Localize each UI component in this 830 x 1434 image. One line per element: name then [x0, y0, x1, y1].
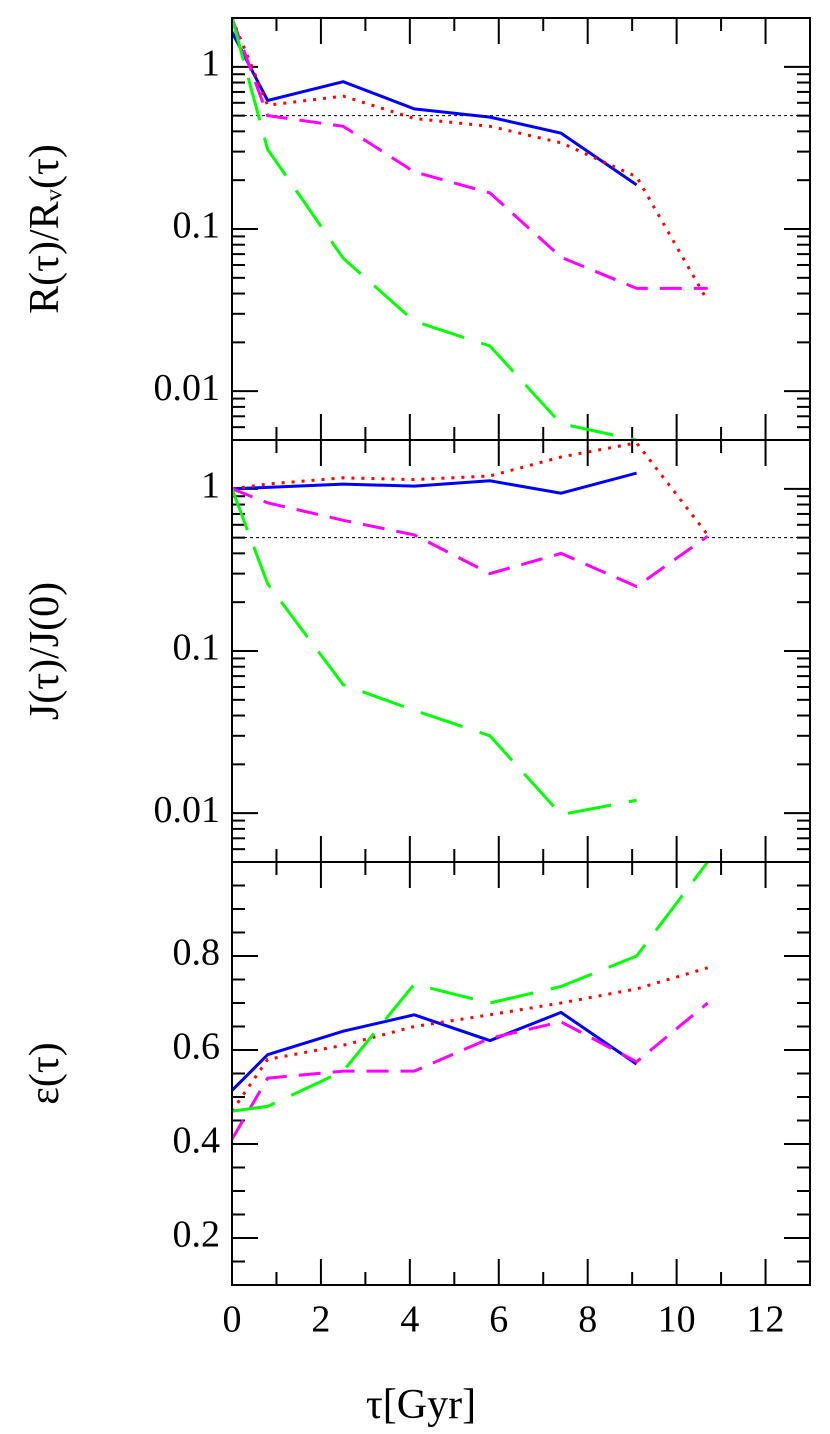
y-tick-label: 0.8 — [173, 932, 221, 974]
y-tick-label: 0.01 — [154, 367, 221, 409]
panel-frame — [231, 861, 811, 1286]
x-tick-label: 2 — [311, 1299, 330, 1341]
series-line — [232, 966, 709, 1112]
y-tick-label: 1 — [201, 43, 220, 85]
y-tick-label: 0.6 — [173, 1026, 221, 1068]
series-line — [232, 1001, 709, 1141]
series-line — [232, 471, 637, 495]
y-tick-label: 0.2 — [173, 1214, 221, 1256]
x-tick-label: 6 — [489, 1299, 508, 1341]
series-line — [232, 18, 710, 302]
panel-frame — [231, 439, 811, 863]
series-line — [232, 441, 709, 536]
plot-area — [232, 441, 709, 817]
plot-area — [232, 862, 709, 1141]
y-axis-label: J(τ)/J(0) — [22, 582, 68, 720]
panel-frame — [231, 17, 811, 441]
y-axis-label: R(τ)/Rᵥ(τ) — [22, 144, 68, 314]
y-tick-label: 1 — [201, 465, 220, 507]
x-tick-label: 0 — [223, 1299, 242, 1341]
series-line — [232, 18, 637, 440]
x-tick-label: 4 — [400, 1299, 419, 1341]
x-tick-label: 10 — [658, 1299, 696, 1341]
y-tick-label: 0.01 — [154, 789, 221, 831]
x-axis-label: τ[Gyr] — [366, 1382, 476, 1428]
series-line — [232, 487, 709, 589]
y-tick-label: 0.4 — [173, 1120, 221, 1162]
x-tick-label: 8 — [578, 1299, 597, 1341]
y-axis-label: ε(τ) — [22, 1042, 68, 1105]
series-line — [232, 488, 637, 817]
x-tick-label: 12 — [747, 1299, 785, 1341]
series-line — [232, 18, 708, 290]
y-tick-label: 0.1 — [173, 627, 221, 669]
series-line — [232, 31, 638, 187]
series-line — [232, 862, 709, 1113]
y-tick-label: 0.1 — [173, 205, 221, 247]
series-line — [232, 1010, 638, 1092]
plot-area — [232, 18, 710, 440]
